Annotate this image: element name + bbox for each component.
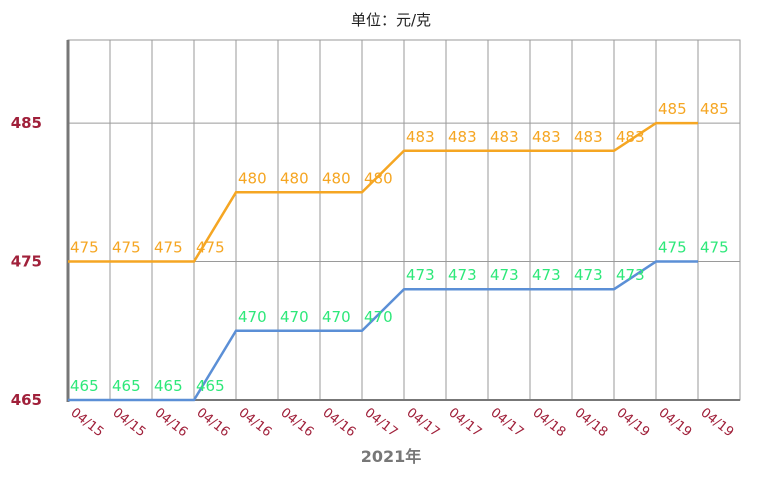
x-axis: 04/15 04/15 04/16 04/16 04/16 04/16 04/16 04/17…: [68, 405, 737, 440]
chart-unit-title: 单位：元/克: [351, 11, 431, 29]
data-label: 470: [280, 308, 309, 326]
data-label: 470: [364, 308, 393, 326]
data-label: 465: [196, 377, 225, 395]
y-axis: 465 475 485: [11, 114, 42, 409]
grid-lines: [66, 39, 741, 402]
x-tick-label: 04/15: [68, 405, 107, 440]
data-label: 465: [112, 377, 141, 395]
data-label: 475: [700, 239, 729, 257]
x-tick-label: 04/16: [236, 405, 275, 440]
data-label: 483: [532, 128, 561, 146]
data-label: 473: [532, 266, 561, 284]
data-label: 485: [658, 100, 687, 118]
x-tick-label: 04/18: [530, 405, 569, 440]
data-label: 475: [70, 239, 99, 257]
data-label: 473: [406, 266, 435, 284]
data-label: 473: [616, 266, 645, 284]
data-label: 483: [616, 128, 645, 146]
data-label: 480: [364, 169, 393, 187]
data-label: 483: [406, 128, 435, 146]
data-label: 480: [280, 169, 309, 187]
series-line-1: [68, 260, 698, 402]
x-tick-label: 04/16: [278, 405, 317, 440]
data-label: 475: [154, 239, 183, 257]
y-tick-label: 475: [11, 253, 42, 271]
data-label: 470: [238, 308, 267, 326]
x-tick-label: 04/17: [404, 405, 443, 440]
x-tick-label: 04/17: [446, 405, 485, 440]
data-label: 475: [196, 239, 225, 257]
x-tick-label: 04/16: [152, 405, 191, 440]
data-label: 483: [574, 128, 603, 146]
x-tick-label: 04/16: [320, 405, 359, 440]
x-axis-label: 2021年: [361, 447, 422, 466]
x-tick-label: 04/15: [110, 405, 149, 440]
series-group: 475 475 475 475 480 480 480 480 483 483 483 483 483 4…: [68, 100, 729, 402]
data-label: 483: [448, 128, 477, 146]
data-label: 483: [490, 128, 519, 146]
x-tick-label: 04/16: [194, 405, 233, 440]
data-label: 480: [322, 169, 351, 187]
data-label: 480: [238, 169, 267, 187]
data-label: 485: [700, 100, 729, 118]
x-tick-label: 04/19: [656, 405, 695, 440]
data-label: 473: [574, 266, 603, 284]
data-label: 475: [112, 239, 141, 257]
x-tick-label: 04/17: [488, 405, 527, 440]
data-label: 475: [658, 239, 687, 257]
y-tick-label: 465: [11, 391, 42, 409]
x-tick-label: 04/18: [572, 405, 611, 440]
x-tick-label: 04/19: [614, 405, 653, 440]
data-label: 473: [490, 266, 519, 284]
y-tick-label: 485: [11, 114, 42, 132]
x-tick-label: 04/17: [362, 405, 401, 440]
data-label: 473: [448, 266, 477, 284]
data-label: 465: [70, 377, 99, 395]
data-label: 470: [322, 308, 351, 326]
data-label: 465: [154, 377, 183, 395]
series-line-0: [68, 121, 698, 263]
x-tick-label: 04/19: [698, 405, 737, 440]
